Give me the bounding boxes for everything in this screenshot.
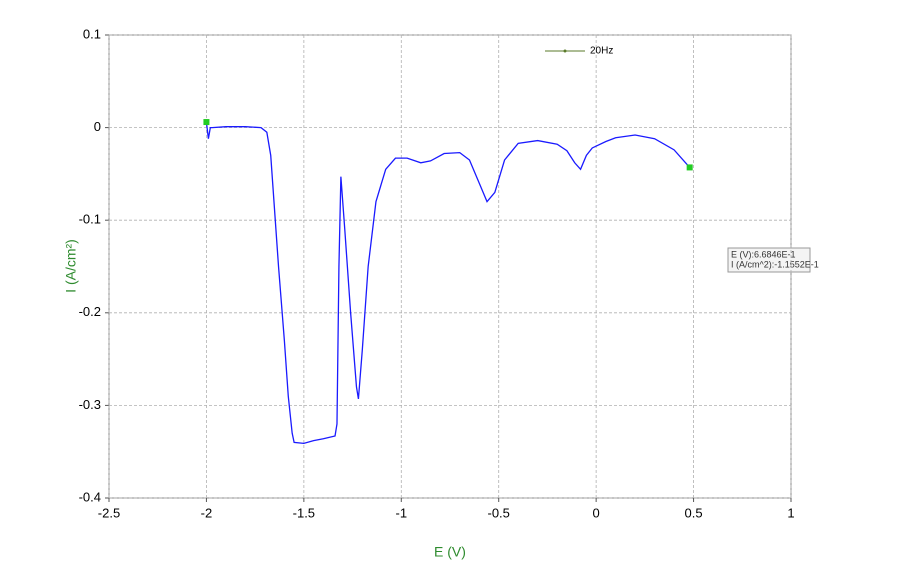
data-line: [205, 121, 691, 445]
x-tick-label: -1.5: [293, 505, 315, 520]
x-tick-label: 1: [787, 505, 794, 520]
legend-label: 20Hz: [590, 46, 613, 57]
y-tick-label: -0.3: [79, 397, 101, 412]
x-tick-label: -1: [396, 505, 408, 520]
x-tick-label: -2: [201, 505, 213, 520]
y-tick-label: -0.1: [79, 212, 101, 227]
plot-frame: [108, 34, 792, 499]
end-marker: [203, 119, 210, 126]
tooltip-line: I (A/cm^2):-1.1552E-1: [731, 259, 819, 269]
x-tick-label: 0: [593, 505, 600, 520]
x-tick-label: -0.5: [488, 505, 510, 520]
x-tick-label: 0.5: [685, 505, 703, 520]
x-axis-title: E (V): [434, 544, 466, 560]
y-axis-title: I (A/cm²): [63, 239, 79, 293]
y-tick-label: -0.4: [79, 489, 101, 504]
y-tick-label: 0.1: [83, 26, 101, 41]
y-tick-label: -0.2: [79, 304, 101, 319]
tooltip-line: E (V):6.6846E-1: [731, 249, 796, 259]
end-marker: [686, 164, 693, 171]
x-tick-label: -2.5: [98, 505, 120, 520]
legend-marker: [563, 49, 567, 53]
y-tick-label: 0: [94, 119, 101, 134]
tooltip-box: [727, 247, 811, 273]
